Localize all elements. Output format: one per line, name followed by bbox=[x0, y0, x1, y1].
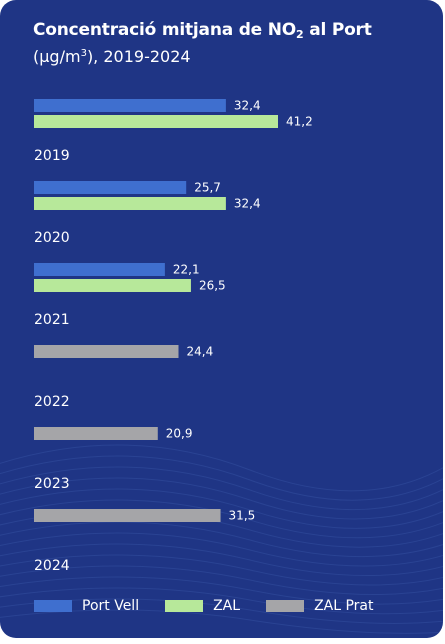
title-main: Concentració mitjana de NO bbox=[33, 20, 297, 40]
title-end: al Port bbox=[303, 20, 372, 40]
legend-item-port-vell: Port Vell bbox=[34, 598, 139, 614]
legend: Port Vell ZAL ZAL Prat bbox=[34, 598, 400, 614]
legend-swatch-zal-prat bbox=[266, 600, 305, 612]
chart-subtitle: (µg/m3), 2019-2024 bbox=[33, 47, 191, 66]
bar-port-vell-2021 bbox=[34, 263, 165, 276]
subtitle-post: ), 2019-2024 bbox=[86, 47, 191, 66]
bar-zal-prat-2023 bbox=[34, 427, 158, 440]
data-label-port-vell-2019: 32,4 bbox=[234, 99, 261, 113]
subtitle-superscript: 3 bbox=[80, 48, 87, 59]
legend-swatch-zal bbox=[165, 600, 204, 612]
bar-zal-2020 bbox=[34, 197, 226, 210]
bar-zal-2019 bbox=[34, 115, 278, 128]
data-label-port-vell-2020: 25,7 bbox=[194, 181, 221, 195]
legend-label-port-vell: Port Vell bbox=[82, 598, 140, 614]
data-label-zal-prat-2022: 24,4 bbox=[187, 345, 214, 359]
legend-item-zal: ZAL bbox=[165, 598, 240, 614]
bar-zal-prat-2024 bbox=[34, 509, 221, 522]
category-label-2024: 2024 bbox=[34, 558, 70, 574]
data-label-zal-2021: 26,5 bbox=[199, 279, 226, 293]
legend-label-zal: ZAL bbox=[213, 598, 241, 614]
category-label-2023: 2023 bbox=[34, 476, 70, 492]
bar-port-vell-2020 bbox=[34, 181, 187, 194]
category-label-2019: 2019 bbox=[34, 148, 70, 164]
bar-zal-prat-2022 bbox=[34, 345, 179, 358]
subtitle-pre: (µg/m bbox=[33, 47, 81, 66]
data-label-zal-2020: 32,4 bbox=[234, 197, 261, 211]
category-label-2021: 2021 bbox=[34, 312, 70, 328]
category-label-2022: 2022 bbox=[34, 394, 70, 410]
data-label-zal-prat-2024: 31,5 bbox=[229, 509, 256, 523]
bar-zal-2021 bbox=[34, 279, 191, 292]
legend-label-zal-prat: ZAL Prat bbox=[314, 598, 374, 614]
legend-item-zal-prat: ZAL Prat bbox=[266, 598, 374, 614]
data-label-zal-prat-2023: 20,9 bbox=[166, 427, 193, 441]
legend-swatch-port-vell bbox=[34, 600, 72, 612]
data-label-zal-2019: 41,2 bbox=[286, 115, 313, 129]
category-label-2020: 2020 bbox=[34, 230, 70, 246]
data-label-port-vell-2021: 22,1 bbox=[173, 263, 200, 277]
chart-title: Concentració mitjana de NO2 al Port bbox=[33, 20, 372, 40]
title-subscript: 2 bbox=[296, 28, 304, 41]
bar-port-vell-2019 bbox=[34, 99, 226, 112]
